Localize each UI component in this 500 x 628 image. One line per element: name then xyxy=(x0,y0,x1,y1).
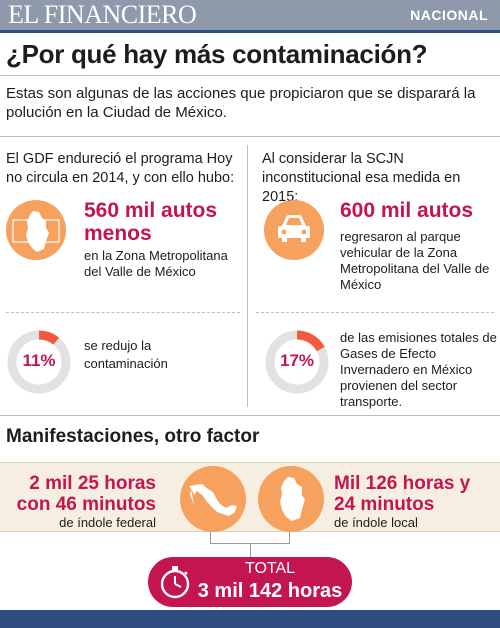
section-tag[interactable]: NACIONAL xyxy=(410,0,488,30)
cdmx-map-icon xyxy=(258,466,324,532)
left-big-figure: 560 mil autos menos xyxy=(84,199,244,245)
header-rule xyxy=(0,30,500,33)
connector-line xyxy=(250,544,251,557)
masthead: EL FINANCIERO NACIONAL xyxy=(0,0,500,30)
local-hours: Mil 126 horas y 24 minutos xyxy=(334,473,494,515)
cdmx-map-icon xyxy=(6,200,66,260)
right-percent-label: 17% xyxy=(262,351,332,371)
total-value: 3 mil 142 horas xyxy=(195,579,345,603)
total-label: TOTAL xyxy=(195,560,345,578)
dashed-divider xyxy=(256,312,494,313)
footer-bar xyxy=(0,610,500,628)
stopwatch-icon xyxy=(156,563,194,601)
left-percent-label: 11% xyxy=(4,351,74,371)
logo[interactable]: EL FINANCIERO xyxy=(8,1,196,29)
protests-title: Manifestaciones, otro factor xyxy=(6,426,259,448)
dashed-divider xyxy=(6,312,240,313)
right-big-figure: 600 mil autos xyxy=(340,199,496,222)
divider xyxy=(0,136,500,137)
page-title: ¿Por qué hay más contaminación? xyxy=(6,38,427,70)
right-percent-text: de las emisiones totales de Gases de Efe… xyxy=(340,330,498,410)
intro-text: Estas son algunas de las acciones que pr… xyxy=(6,84,492,122)
federal-label: de índole federal xyxy=(14,515,156,531)
column-divider xyxy=(247,145,248,407)
left-detail: en la Zona Metropolitana del Valle de Mé… xyxy=(84,248,244,280)
local-label: de índole local xyxy=(334,515,494,531)
divider xyxy=(0,75,500,76)
federal-hours: 2 mil 25 horas con 46 minutos xyxy=(14,473,156,515)
divider xyxy=(0,415,500,416)
left-percent-text: se redujo la contaminación xyxy=(84,337,234,373)
car-icon xyxy=(264,200,324,260)
right-detail: regresaron al parque vehicular de la Zon… xyxy=(340,229,490,293)
connector-line xyxy=(210,532,290,544)
mexico-map-icon xyxy=(180,466,246,532)
left-heading: El GDF endureció el programa Hoy no circ… xyxy=(6,150,238,188)
